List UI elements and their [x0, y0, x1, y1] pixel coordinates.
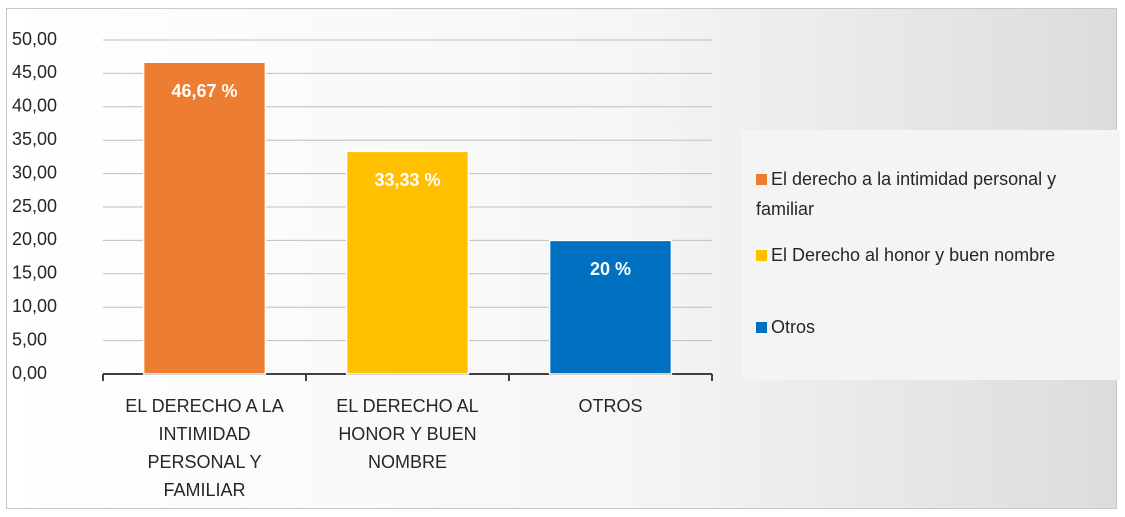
data-label: 46,67 %: [171, 81, 237, 101]
y-tick-label: 20,00: [12, 229, 57, 249]
data-label: 20 %: [590, 259, 631, 279]
y-tick-label: 40,00: [12, 96, 57, 116]
y-tick-label: 15,00: [12, 263, 57, 283]
legend-entry: Otros: [756, 312, 1116, 342]
y-tick-label: 5,00: [12, 329, 47, 349]
legend-swatch: [756, 174, 767, 185]
x-tick-label: EL DERECHO A LA INTIMIDAD PERSONAL Y FAM…: [125, 396, 284, 500]
bar: [548, 239, 673, 375]
legend-label: El Derecho al honor y buen nombre: [771, 245, 1056, 265]
y-tick-label: 25,00: [12, 196, 57, 216]
y-tick-label: 0,00: [12, 363, 47, 383]
x-tick-label: EL DERECHO AL HONOR Y BUEN NOMBRE: [336, 396, 479, 472]
data-label: 33,33 %: [374, 170, 440, 190]
y-tick-label: 45,00: [12, 62, 57, 82]
y-tick-label: 30,00: [12, 162, 57, 182]
y-tick-label: 50,00: [12, 29, 57, 49]
legend-swatch: [756, 322, 767, 333]
y-tick-label: 35,00: [12, 129, 57, 149]
x-tick-label: OTROS: [578, 396, 643, 416]
bar: [142, 61, 267, 375]
legend-entry: El derecho a la intimidad personal y fam…: [756, 164, 1116, 224]
legend: El derecho a la intimidad personal y fam…: [742, 130, 1120, 380]
legend-entry: El Derecho al honor y buen nombre: [756, 240, 1116, 270]
legend-swatch: [756, 250, 767, 261]
y-tick-label: 10,00: [12, 296, 57, 316]
bar: [345, 150, 470, 375]
legend-label: Otros: [771, 317, 816, 337]
legend-label: El derecho a la intimidad personal y fam…: [756, 169, 1057, 219]
